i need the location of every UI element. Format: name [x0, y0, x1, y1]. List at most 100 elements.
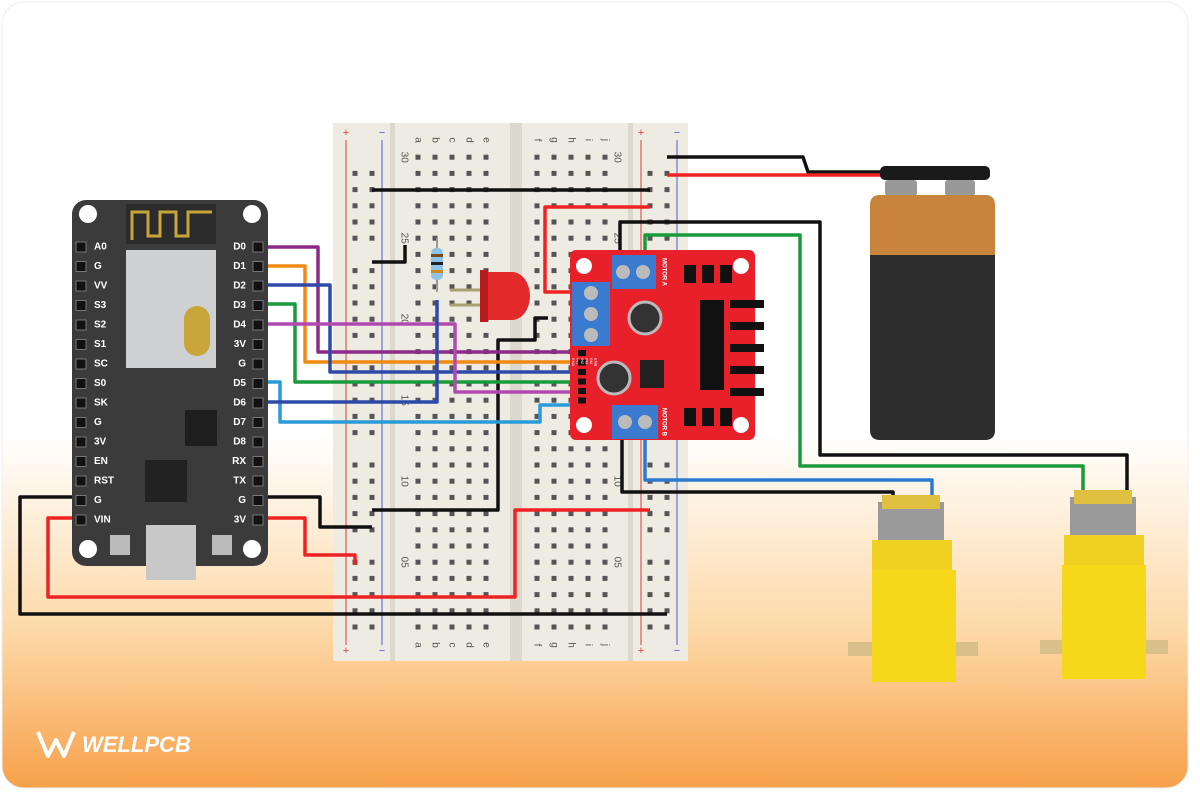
- pin-label: RX: [232, 456, 246, 467]
- pin-label: G: [238, 359, 246, 370]
- hole: [551, 446, 557, 452]
- hole: [466, 316, 472, 322]
- row-number: 25: [398, 233, 409, 245]
- hole: [449, 478, 455, 484]
- battery-top: [870, 195, 995, 255]
- wire: [258, 322, 578, 394]
- nodemcu: [72, 200, 268, 580]
- pin-header: [252, 436, 264, 448]
- column-label: h: [565, 642, 576, 648]
- row-number: 10: [611, 476, 622, 488]
- hole: [483, 543, 489, 549]
- hole: [534, 462, 540, 468]
- hole: [534, 608, 540, 614]
- hole: [352, 413, 358, 419]
- hole: [664, 559, 670, 565]
- row-number: 30: [611, 152, 622, 164]
- hole: [551, 251, 557, 257]
- hole: [466, 559, 472, 565]
- pin-header: [252, 280, 264, 292]
- hole: [449, 381, 455, 387]
- pin-header: [75, 475, 87, 487]
- hole: [602, 446, 608, 452]
- column-label: d: [463, 137, 474, 143]
- hole: [466, 446, 472, 452]
- hole: [432, 332, 438, 338]
- wire: [258, 380, 578, 424]
- pin-header: [252, 417, 264, 428]
- hole: [551, 543, 557, 549]
- hole: [534, 219, 540, 225]
- heatsink-fin: [730, 322, 764, 330]
- heatsink: [700, 300, 724, 390]
- hole: [568, 559, 574, 565]
- pin-header: [75, 261, 87, 272]
- pin-header: [252, 397, 264, 409]
- hole: [352, 478, 358, 484]
- hole: [585, 511, 591, 517]
- hole: [369, 575, 375, 581]
- hole: [449, 251, 455, 257]
- hole: [534, 170, 540, 176]
- hole: [466, 235, 472, 241]
- wire: [46, 508, 650, 599]
- diode: [702, 265, 714, 283]
- hole: [483, 624, 489, 630]
- hole: [602, 462, 608, 468]
- hole: [585, 592, 591, 598]
- motor-gearbox: [872, 570, 956, 682]
- pin-label: G: [94, 495, 102, 506]
- hole: [534, 203, 540, 209]
- hole: [534, 624, 540, 630]
- hole: [432, 624, 438, 630]
- pin-label: IN1: [575, 358, 580, 365]
- heatsink-fin: [730, 366, 764, 374]
- hole: [466, 170, 472, 176]
- hole: [568, 543, 574, 549]
- hole: [585, 624, 591, 630]
- hole: [534, 575, 540, 581]
- hole: [585, 478, 591, 484]
- pin-label: S0: [94, 378, 107, 389]
- pin-label: D8: [233, 437, 246, 448]
- column-label: j: [599, 138, 610, 141]
- pin-label: D6: [233, 398, 246, 409]
- rail-label: −: [674, 127, 680, 139]
- hole: [432, 559, 438, 565]
- hole: [369, 608, 375, 614]
- hole: [432, 170, 438, 176]
- hole: [664, 494, 670, 500]
- hole: [466, 462, 472, 468]
- pin-header: [75, 241, 87, 253]
- hole: [483, 170, 489, 176]
- diode: [720, 408, 732, 426]
- hole: [352, 608, 358, 614]
- hole: [449, 300, 455, 306]
- hole: [449, 170, 455, 176]
- hole: [585, 446, 591, 452]
- screw: [616, 265, 630, 279]
- hole: [551, 235, 557, 241]
- hole: [466, 284, 472, 290]
- hole: [432, 478, 438, 484]
- hole: [432, 284, 438, 290]
- hole: [664, 592, 670, 598]
- pin-label: ENB: [593, 358, 598, 367]
- hole: [415, 365, 421, 371]
- pin-label: S1: [94, 339, 107, 350]
- hole: [483, 608, 489, 614]
- hole: [466, 624, 472, 630]
- diode: [702, 408, 714, 426]
- hole: [369, 381, 375, 387]
- hole: [449, 284, 455, 290]
- pin-label: IN3: [584, 358, 589, 365]
- hole: [568, 511, 574, 517]
- hole: [483, 203, 489, 209]
- hole: [466, 251, 472, 257]
- hole: [534, 251, 540, 257]
- pin-label: D4: [233, 320, 246, 331]
- rail-label: −: [379, 645, 385, 657]
- heatsink-fin: [730, 300, 764, 308]
- hole: [352, 235, 358, 241]
- pin-label: A0: [94, 242, 107, 253]
